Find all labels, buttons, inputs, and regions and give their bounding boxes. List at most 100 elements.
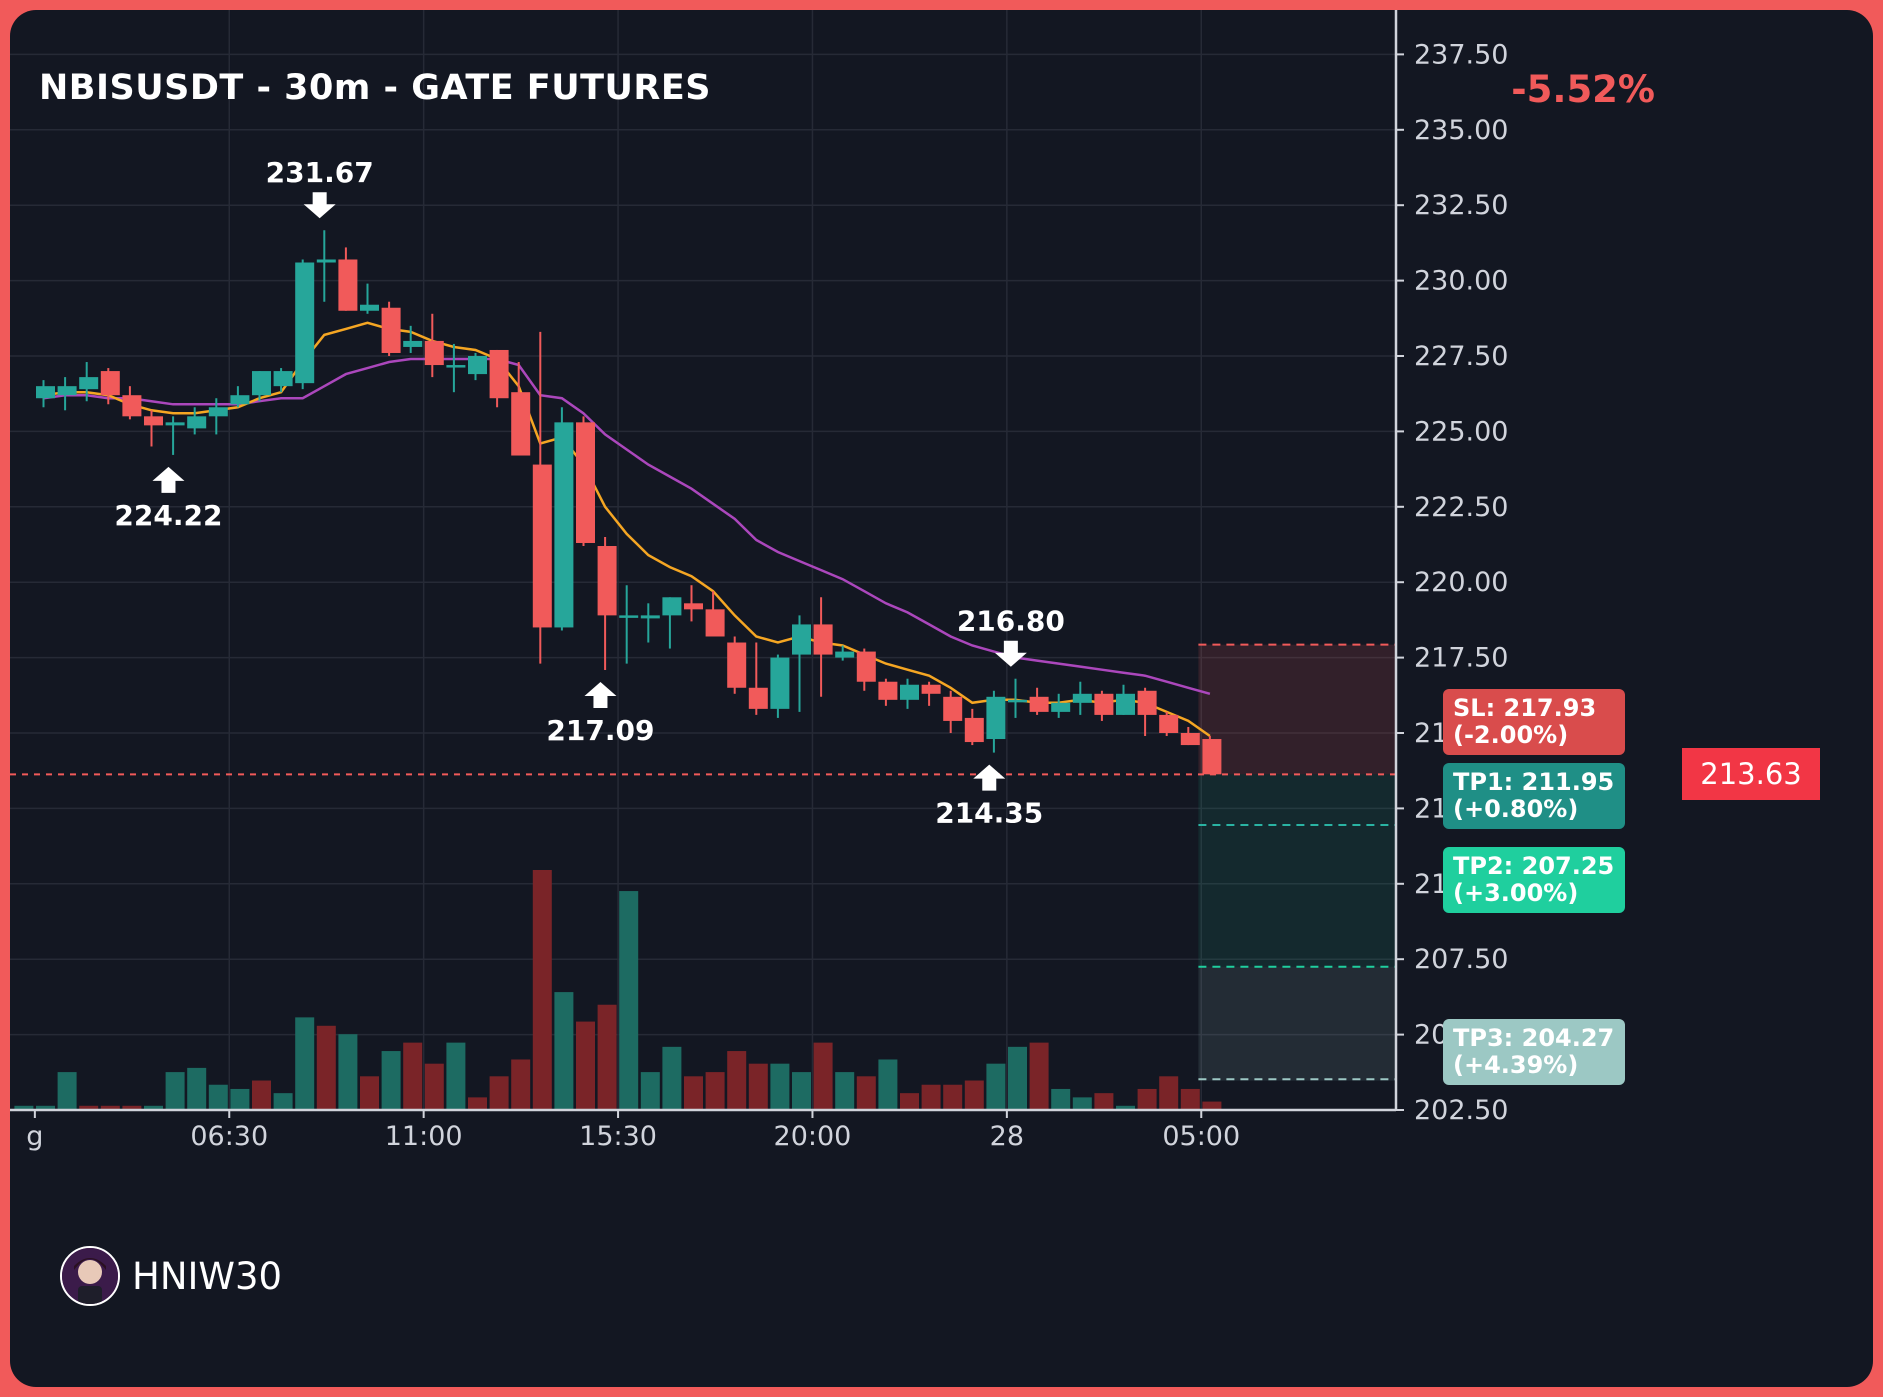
candle-body [424, 340, 444, 366]
candle-body [316, 259, 336, 263]
candle-body [1116, 693, 1135, 715]
candle-body [943, 696, 963, 721]
candle-body [122, 395, 142, 417]
candle-body [878, 681, 898, 700]
candle-body [468, 356, 487, 375]
candle-body [100, 371, 120, 396]
stop-loss-label: SL: 217.93 (-2.00%) [1443, 688, 1625, 755]
candle-body [1008, 699, 1027, 703]
volume-bar [122, 1105, 142, 1110]
candle-body [662, 597, 682, 616]
take-profit-zone [1198, 774, 1396, 967]
volume-bar [295, 1017, 315, 1110]
candle-body [597, 546, 617, 616]
take-profit-3-percent: (+4.39%) [1453, 1050, 1579, 1079]
x-tick-label: 05:00 [1162, 1121, 1240, 1152]
pivot-low-arrow [973, 764, 1006, 791]
volume-bar [360, 1076, 379, 1110]
x-tick-label: 06:30 [190, 1121, 268, 1152]
stop-loss-percent: (-2.00%) [1453, 720, 1569, 749]
volume-bar [57, 1072, 77, 1110]
volume-bar [900, 1093, 919, 1110]
x-tick-label: 20:00 [774, 1121, 852, 1152]
volume-bar [316, 1025, 336, 1110]
candle-body [144, 416, 163, 426]
candle-body [489, 349, 509, 399]
brand-watermark: HNIW30 [60, 1246, 282, 1306]
y-tick-label: 237.50 [1414, 39, 1508, 70]
pivot-low-arrow [152, 466, 185, 493]
take-profit-3-label: TP3: 204.27 (+4.39%) [1443, 1018, 1625, 1085]
volume-bar [878, 1059, 898, 1110]
volume-bar [1202, 1101, 1222, 1110]
volume-bar [338, 1034, 358, 1110]
take-profit-1-price: TP1: 211.95 [1453, 767, 1615, 796]
candle-body [1159, 714, 1179, 733]
candle-body [1051, 702, 1071, 712]
stop-loss-zone [1198, 644, 1396, 775]
volume-bar [403, 1042, 423, 1110]
candle-body [360, 304, 379, 311]
chart-frame: 224.22 231.67 217.09 216.80 214.35 237.50 235… [10, 10, 1873, 1387]
volume-bar [144, 1105, 163, 1110]
take-profit-2-price: TP2: 207.25 [1453, 851, 1615, 880]
price-change-percent: -5.52% [1511, 68, 1655, 111]
take-profit-3-price: TP3: 204.27 [1453, 1023, 1615, 1052]
candle-body [208, 407, 228, 417]
brand-name: HNIW30 [132, 1254, 283, 1298]
candle-body [554, 422, 574, 628]
volume-bar [1051, 1088, 1071, 1110]
volume-bar [1180, 1088, 1200, 1110]
chart-title: NBISUSDT - 30m - GATE FUTURES [39, 68, 711, 108]
y-tick-label: 217.50 [1414, 643, 1508, 674]
volume-bar [748, 1063, 768, 1110]
volume-bar [856, 1076, 876, 1110]
volume-bar [489, 1076, 509, 1110]
avatar-image [62, 1248, 118, 1304]
x-tick-label: 15:30 [579, 1121, 657, 1152]
take-profit-3-zone [1198, 966, 1396, 1081]
volume-bar [597, 1004, 617, 1110]
candle-body [705, 609, 725, 637]
volume-bar [273, 1093, 293, 1110]
last-price-tag: 213.63 [1682, 748, 1820, 801]
volume-bar [986, 1063, 1006, 1110]
volume-bar [813, 1042, 833, 1110]
volume-bar [187, 1067, 207, 1110]
pivot-high-arrow [303, 192, 336, 219]
volume-bar [468, 1097, 487, 1110]
candle-body [165, 422, 185, 426]
candle-body [576, 422, 595, 543]
volume-bar [532, 870, 552, 1110]
volume-bar [424, 1063, 444, 1110]
grid [10, 10, 1396, 1111]
pivot-high-label: 216.80 [957, 605, 1065, 638]
candle-body [1137, 690, 1157, 715]
candle-body [770, 657, 790, 709]
pivot-low-arrow [584, 681, 617, 708]
candle-body [295, 262, 315, 384]
take-profit-1-percent: (+0.80%) [1453, 794, 1579, 823]
candle-body [1180, 733, 1200, 746]
volume-bar [165, 1072, 185, 1110]
volume-bars [14, 870, 1222, 1110]
x-tick-label: 28 [990, 1121, 1024, 1152]
volume-bar [511, 1059, 531, 1110]
volume-bar [1137, 1088, 1157, 1110]
candle-body [748, 687, 768, 709]
candlestick-chart[interactable]: 224.22 231.67 217.09 216.80 214.35 237.50 235… [10, 10, 1873, 1387]
volume-bar [381, 1051, 401, 1110]
candle-body [727, 642, 747, 688]
volume-bar [252, 1080, 271, 1110]
volume-bar [230, 1088, 250, 1110]
avatar [60, 1246, 120, 1306]
candle-body [252, 371, 271, 396]
candle-body [619, 615, 639, 618]
candle-body [813, 624, 833, 655]
x-tick-label: 11:00 [385, 1121, 463, 1152]
stop-loss-price: SL: 217.93 [1453, 693, 1597, 722]
take-profit-2-percent: (+3.00%) [1453, 878, 1579, 907]
candle-body [986, 696, 1006, 740]
candle-body [230, 395, 250, 405]
volume-bar [1072, 1097, 1092, 1110]
